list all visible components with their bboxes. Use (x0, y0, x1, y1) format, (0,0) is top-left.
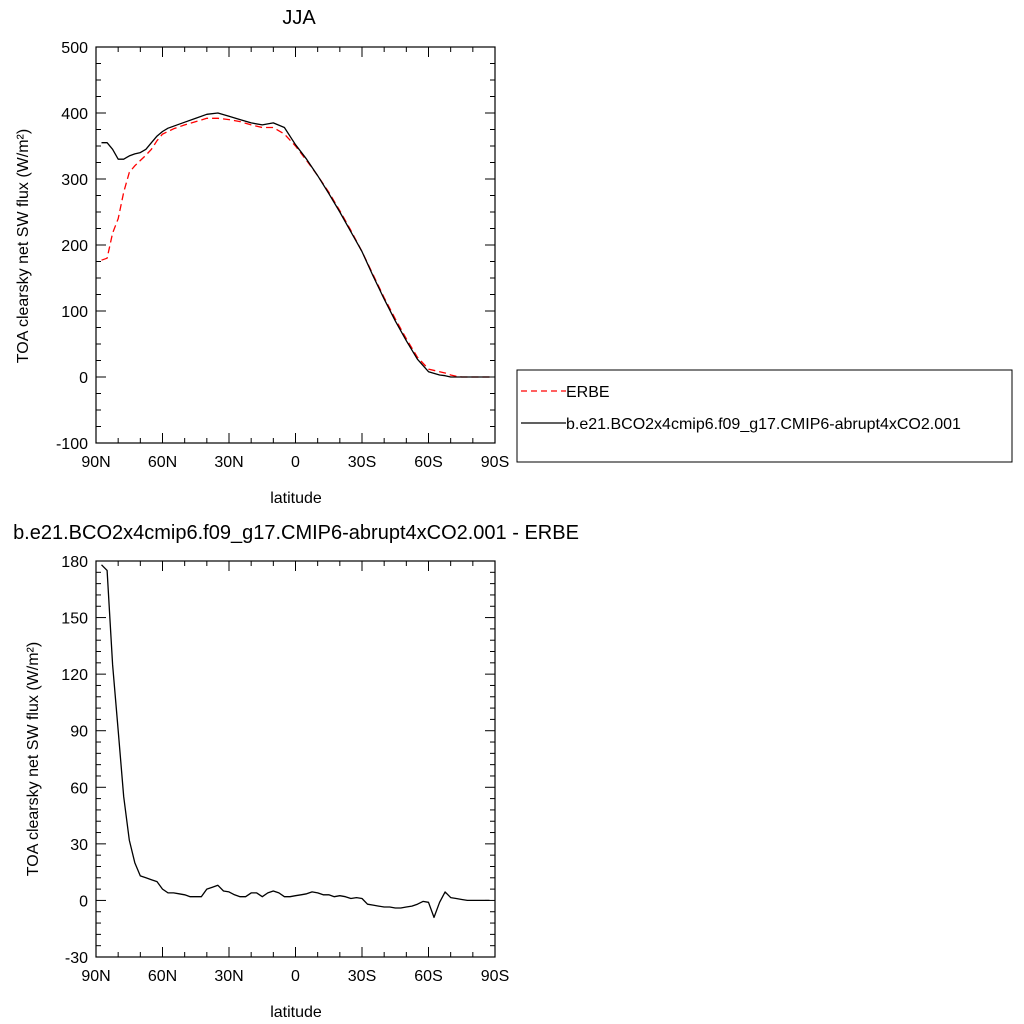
bot-x-tick-label: 0 (291, 968, 300, 985)
top-y-tick-label: 300 (61, 172, 88, 189)
bot-x-tick-label: 90N (81, 968, 110, 985)
bottom-y-axis-label: TOA clearsky net SW flux (W/m²) (25, 642, 42, 876)
bot-x-tick-label: 60N (148, 968, 177, 985)
bot-series-line-difference (101, 564, 490, 919)
top-y-tick-label: 500 (61, 40, 88, 57)
top-x-tick-label: 60S (414, 454, 442, 471)
bot-x-tick-label: 30S (348, 968, 376, 985)
top-panel: JJA 90N 60N 30N 0 30S 60S 90S -100 0 100 200 300 400… (15, 7, 509, 507)
bottom-panel: b.e21.BCO2x4cmip6.f09_g17.CMIP6-abrupt4x… (13, 522, 579, 1021)
bot-y-tick-label: 60 (70, 780, 88, 797)
bottom-plot-area (101, 564, 490, 919)
top-axis-ticks: 90N 60N 30N 0 30S 60S 90S -100 0 100 200 300 400 500 (56, 40, 509, 471)
bot-y-tick-label: 180 (61, 554, 88, 571)
bot-x-tick-label: 60S (414, 968, 442, 985)
bot-y-tick-label: -30 (65, 950, 88, 967)
bot-x-tick-label: 90S (481, 968, 509, 985)
bottom-plot-frame (95, 560, 496, 958)
top-x-tick-label: 0 (291, 454, 300, 471)
top-x-tick-label: 30S (348, 454, 376, 471)
top-y-tick-label: 0 (79, 370, 88, 387)
top-x-tick-label: 90N (81, 454, 110, 471)
top-x-tick-label: 30N (214, 454, 243, 471)
legend-erbe-label: ERBE (566, 384, 610, 401)
top-plot-frame (95, 46, 496, 444)
bot-y-tick-label: 30 (70, 837, 88, 854)
top-x-axis-label: latitude (270, 490, 322, 507)
legend-model-label: b.e21.BCO2x4cmip6.f09_g17.CMIP6-abrupt4x… (566, 416, 961, 433)
top-series-line-erbe (101, 117, 490, 378)
top-y-tick-label: 200 (61, 238, 88, 255)
bot-y-tick-label: 120 (61, 667, 88, 684)
bot-y-tick-label: 90 (70, 724, 88, 741)
bot-y-tick-label: 0 (79, 893, 88, 910)
bottom-x-axis-label: latitude (270, 1004, 322, 1021)
top-plot-area (101, 112, 490, 378)
top-chart-title: JJA (282, 7, 316, 29)
top-x-tick-label: 90S (481, 454, 509, 471)
bot-x-tick-label: 30N (214, 968, 243, 985)
top-series-line-model (101, 112, 490, 378)
bottom-axis-ticks: 90N 60N 30N 0 30S 60S 90S -30 0 30 60 90 120 150 180 (61, 554, 509, 985)
top-y-tick-label: 100 (61, 304, 88, 321)
top-y-tick-label: -100 (56, 436, 88, 453)
bot-y-tick-label: 150 (61, 611, 88, 628)
top-y-tick-label: 400 (61, 106, 88, 123)
top-y-axis-label: TOA clearsky net SW flux (W/m²) (15, 129, 32, 363)
bottom-chart-title: b.e21.BCO2x4cmip6.f09_g17.CMIP6-abrupt4x… (13, 522, 579, 544)
legend: ERBE b.e21.BCO2x4cmip6.f09_g17.CMIP6-abr… (516, 369, 1013, 463)
legend-box (516, 369, 1013, 463)
top-x-tick-label: 60N (148, 454, 177, 471)
